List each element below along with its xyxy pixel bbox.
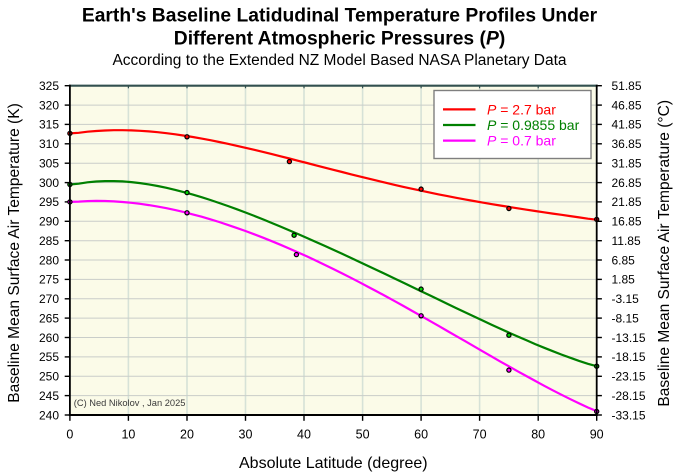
svg-text:6.85: 6.85 <box>612 253 636 267</box>
svg-text:Absolute Latitude (degree): Absolute Latitude (degree) <box>239 455 428 472</box>
svg-text:70: 70 <box>473 428 487 442</box>
svg-text:Different Atmospheric Pressure: Different Atmospheric Pressures (P) <box>174 28 505 49</box>
svg-text:30: 30 <box>239 428 253 442</box>
svg-text:-28.15: -28.15 <box>612 389 646 403</box>
svg-text:300: 300 <box>39 176 59 190</box>
svg-text:-13.15: -13.15 <box>612 331 646 345</box>
svg-text:0: 0 <box>66 428 73 442</box>
svg-text:26.85: 26.85 <box>612 176 642 190</box>
svg-text:325: 325 <box>39 79 59 93</box>
svg-text:46.85: 46.85 <box>612 98 642 112</box>
svg-text:36.85: 36.85 <box>612 137 642 151</box>
svg-text:P = 0.9855 bar: P = 0.9855 bar <box>487 117 580 133</box>
svg-text:320: 320 <box>39 98 59 112</box>
svg-text:Earth's Baseline Latidudinal T: Earth's Baseline Latidudinal Temperature… <box>82 5 598 26</box>
svg-text:250: 250 <box>39 370 59 384</box>
svg-text:-8.15: -8.15 <box>612 311 640 325</box>
svg-text:60: 60 <box>414 428 428 442</box>
svg-text:P = 2.7 bar: P = 2.7 bar <box>487 101 556 117</box>
svg-text:260: 260 <box>39 331 59 345</box>
svg-text:245: 245 <box>39 389 59 403</box>
svg-text:80: 80 <box>531 428 545 442</box>
svg-text:-33.15: -33.15 <box>612 408 646 422</box>
svg-text:-18.15: -18.15 <box>612 350 646 364</box>
svg-text:280: 280 <box>39 253 59 267</box>
svg-text:P = 0.7 bar: P = 0.7 bar <box>487 133 556 149</box>
svg-text:20: 20 <box>180 428 194 442</box>
svg-text:285: 285 <box>39 234 59 248</box>
svg-text:41.85: 41.85 <box>612 118 642 132</box>
svg-text:255: 255 <box>39 350 59 364</box>
svg-text:10: 10 <box>121 428 135 442</box>
svg-text:51.85: 51.85 <box>612 79 642 93</box>
svg-text:305: 305 <box>39 157 59 171</box>
svg-text:240: 240 <box>39 408 59 422</box>
svg-text:-23.15: -23.15 <box>612 370 646 384</box>
svg-text:31.85: 31.85 <box>612 157 642 171</box>
svg-text:265: 265 <box>39 311 59 325</box>
svg-text:(C) Ned Nikolov , Jan 2025: (C) Ned Nikolov , Jan 2025 <box>74 398 186 408</box>
svg-text:16.85: 16.85 <box>612 215 642 229</box>
svg-text:40: 40 <box>297 428 311 442</box>
svg-text:295: 295 <box>39 195 59 209</box>
svg-text:50: 50 <box>356 428 370 442</box>
svg-text:-3.15: -3.15 <box>612 292 640 306</box>
svg-text:315: 315 <box>39 118 59 132</box>
svg-text:270: 270 <box>39 292 59 306</box>
svg-text:290: 290 <box>39 215 59 229</box>
svg-text:1.85: 1.85 <box>612 273 636 287</box>
svg-text:90: 90 <box>590 428 604 442</box>
svg-text:According to the Extended NZ M: According to the Extended NZ Model Based… <box>112 52 566 69</box>
svg-text:Baseline Mean Surface Air Temp: Baseline Mean Surface Air Temperature (°… <box>656 100 673 407</box>
svg-text:275: 275 <box>39 273 59 287</box>
svg-text:21.85: 21.85 <box>612 195 642 209</box>
svg-text:11.85: 11.85 <box>612 234 641 248</box>
svg-text:Baseline Mean Surface Air Temp: Baseline Mean Surface Air Temperature (K… <box>6 103 23 403</box>
svg-text:310: 310 <box>39 137 59 151</box>
